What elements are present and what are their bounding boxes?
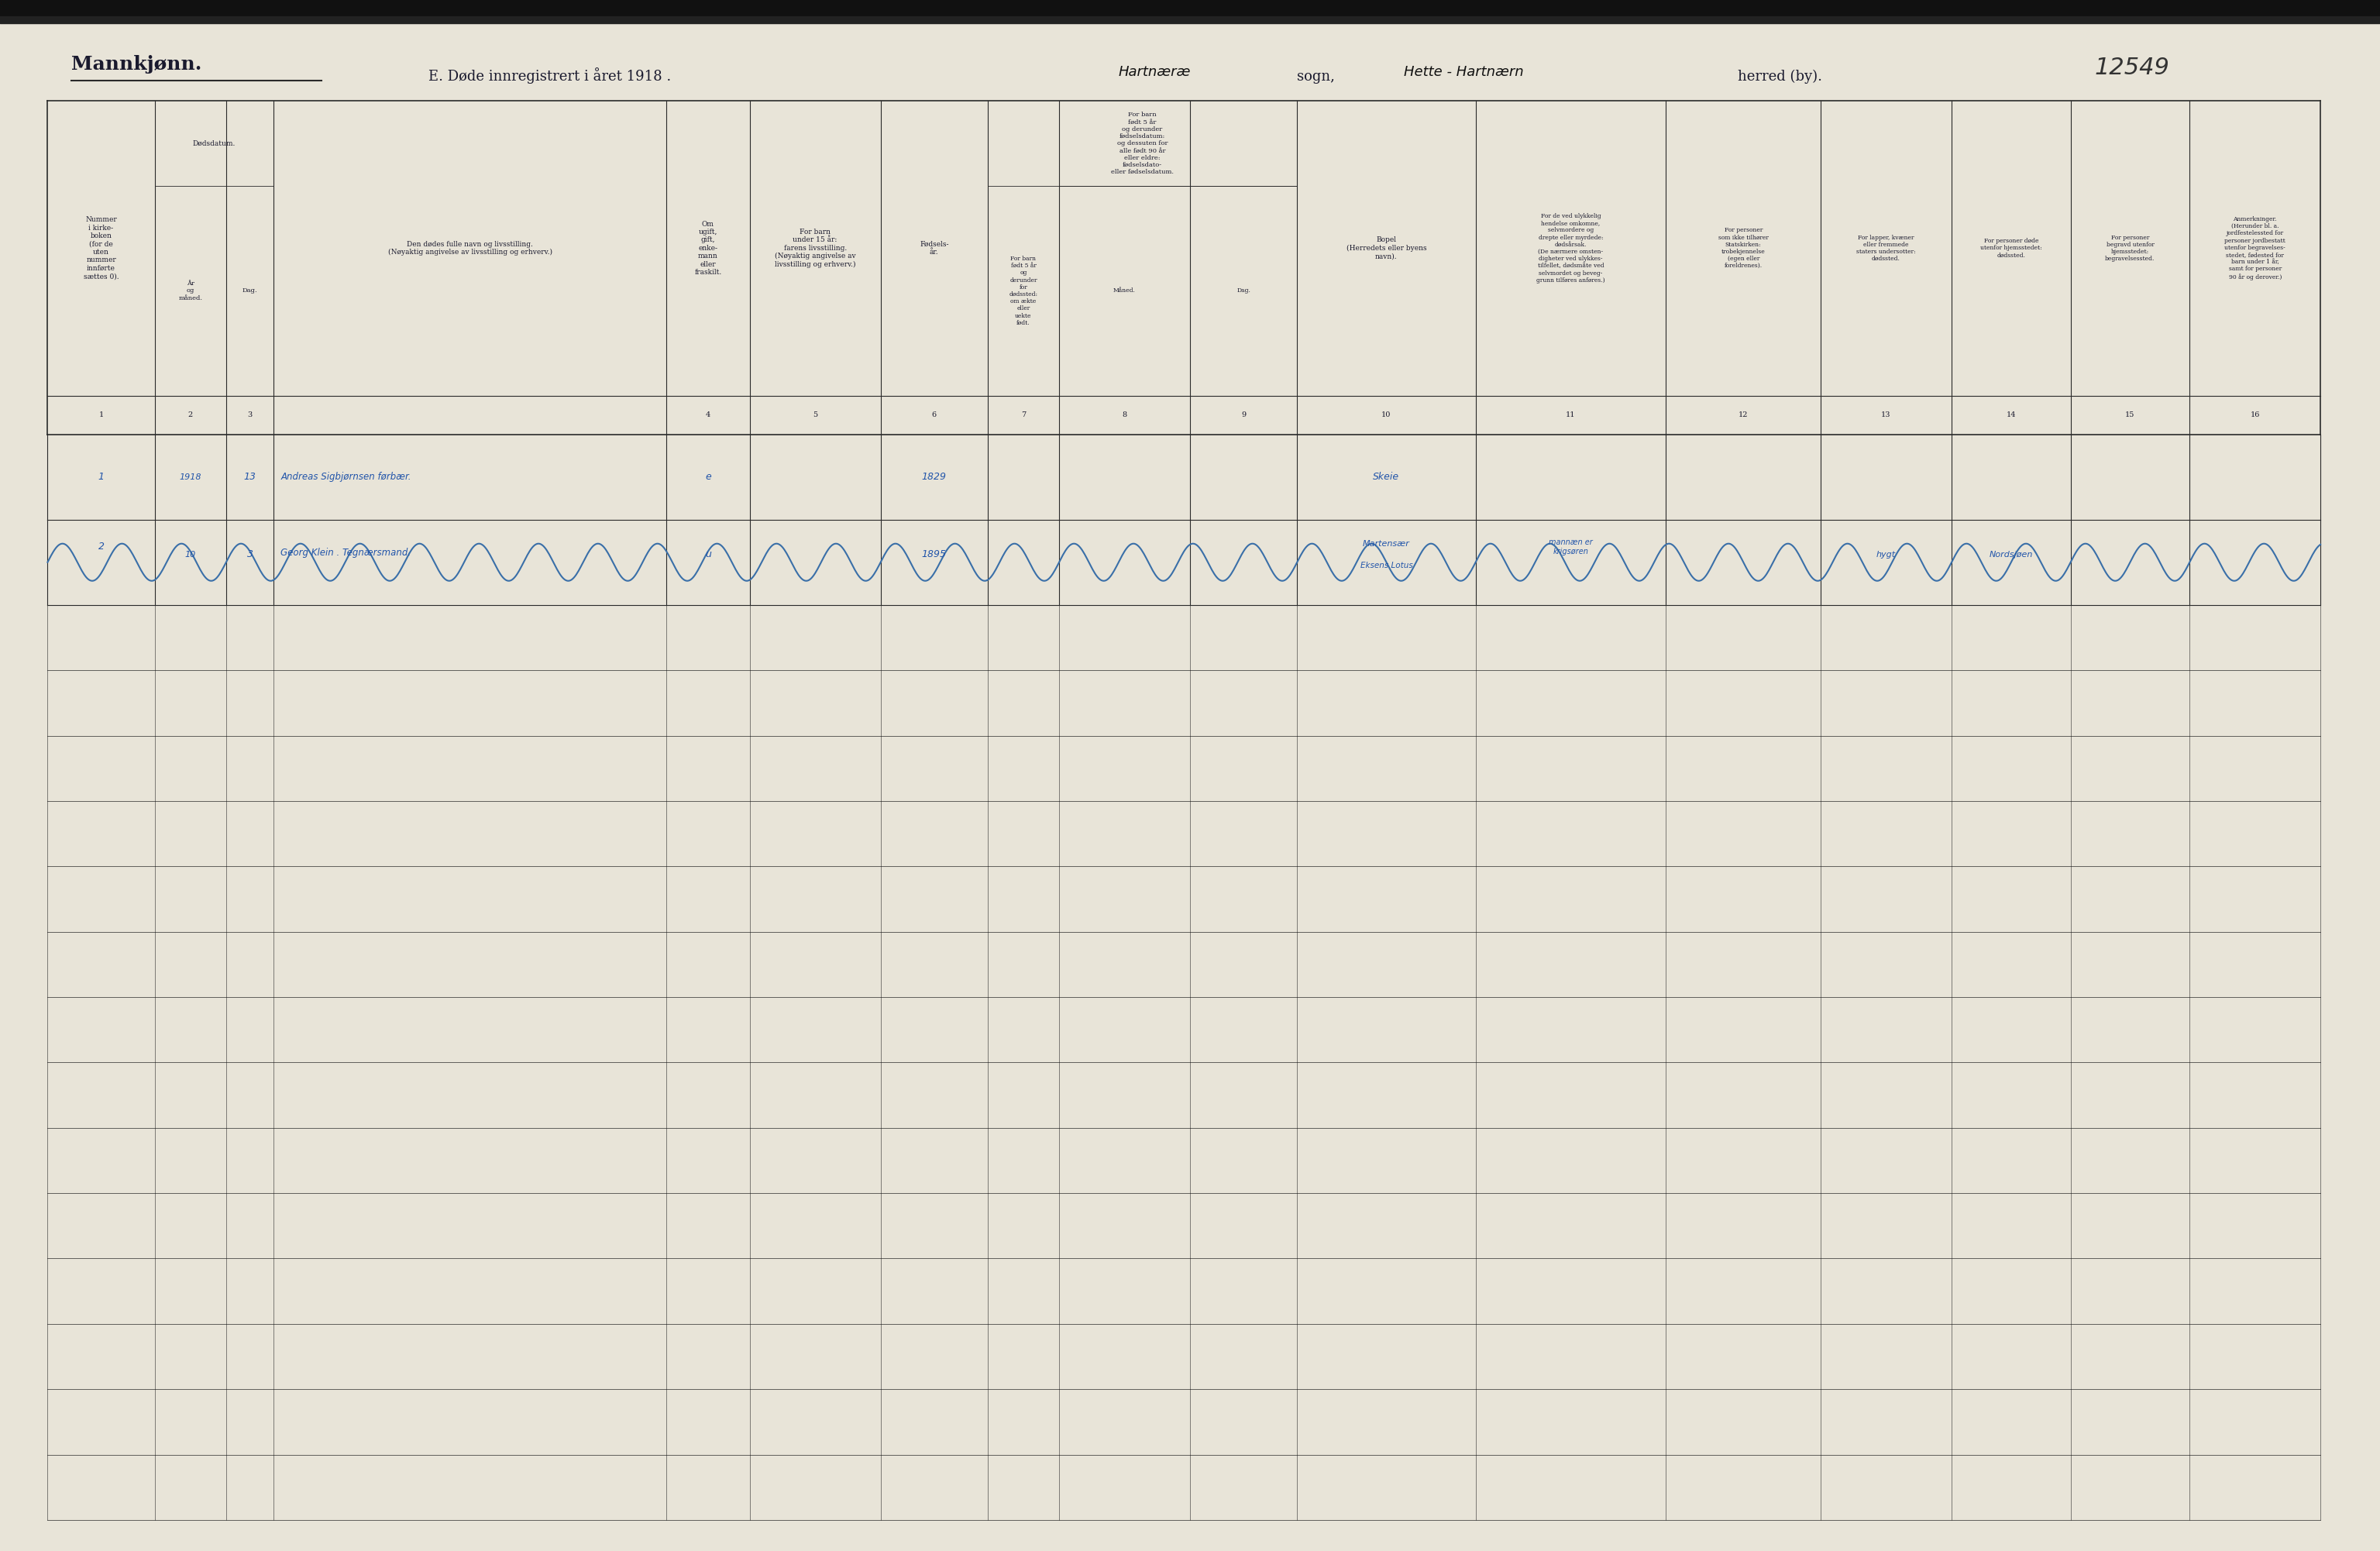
Text: Georg Klein . Tegnærsmand.: Georg Klein . Tegnærsmand.: [281, 548, 412, 558]
Text: For barn
født 5 år
og derunder
fødselsdatum:
og dessuten for
alle født 90 år
ell: For barn født 5 år og derunder fødselsda…: [1111, 112, 1173, 175]
Text: For personer
som ikke tilhører
Statskirken:
trobekjennelse
(egen eller
foreldren: For personer som ikke tilhører Statskirk…: [1718, 228, 1768, 268]
Text: Måned.: Måned.: [1114, 288, 1135, 293]
Text: Den dødes fulle navn og livsstilling.
(Nøyaktig angivelse av livsstilling og erh: Den dødes fulle navn og livsstilling. (N…: [388, 240, 552, 256]
Text: 2: 2: [98, 541, 105, 552]
Text: 10: 10: [186, 551, 195, 558]
Text: Andreas Sigbjørnsen førbær.: Andreas Sigbjørnsen førbær.: [281, 472, 412, 482]
Text: Nordsjøen: Nordsjøen: [1990, 551, 2033, 558]
Text: 12549: 12549: [2094, 57, 2171, 79]
Text: sogn,: sogn,: [1297, 70, 1335, 84]
Text: Om
ugift,
gift,
enke-
mann
eller
fraskilt.: Om ugift, gift, enke- mann eller fraskil…: [695, 220, 721, 276]
Text: Anmerkninger.
(Herunder bl. a.
jordfestelessted for
personer jordbestatt
utenfor: Anmerkninger. (Herunder bl. a. jordfeste…: [2225, 216, 2285, 281]
Text: 1: 1: [98, 472, 105, 482]
Text: 7: 7: [1021, 411, 1026, 419]
Text: Hartnæræ: Hartnæræ: [1119, 65, 1190, 79]
Text: 2: 2: [188, 411, 193, 419]
Text: 9: 9: [1242, 411, 1245, 419]
Text: 13: 13: [243, 472, 257, 482]
Text: For barn
født 5 år
og
derunder
for
dødssted:
om ækte
eller
uekte
født.: For barn født 5 år og derunder for dødss…: [1009, 256, 1038, 326]
Text: 13: 13: [1880, 411, 1892, 419]
Text: 16: 16: [2249, 411, 2261, 419]
Text: Dag.: Dag.: [1238, 288, 1250, 293]
Text: mannæn er
krigsøren: mannæn er krigsøren: [1549, 538, 1592, 555]
Text: 12: 12: [1737, 411, 1749, 419]
Text: 4: 4: [704, 411, 712, 419]
Text: For lapper, kvæner
eller fremmede
staters undersotter:
dødssted.: For lapper, kvæner eller fremmede stater…: [1856, 234, 1916, 262]
Text: 11: 11: [1566, 411, 1576, 419]
Text: 5: 5: [814, 411, 816, 419]
Text: 8: 8: [1123, 411, 1126, 419]
Text: For barn
under 15 år:
farens livsstilling.
(Nøyaktig angivelse av
livsstilling o: For barn under 15 år: farens livsstillin…: [774, 228, 857, 268]
Text: hygt: hygt: [1875, 551, 1897, 558]
Text: Nummer
i kirke-
boken
(for de
uten
nummer
innførte
sættes 0).: Nummer i kirke- boken (for de uten numme…: [83, 217, 119, 279]
Text: 3: 3: [248, 549, 252, 560]
Text: 1895: 1895: [921, 549, 947, 560]
Text: 14: 14: [2006, 411, 2016, 419]
Text: Martensær: Martensær: [1364, 540, 1409, 548]
Text: 1918: 1918: [178, 473, 202, 481]
Text: Mannkjønn.: Mannkjønn.: [71, 56, 202, 73]
Text: 10: 10: [1380, 411, 1392, 419]
Text: Hette - Hartnærn: Hette - Hartnærn: [1404, 65, 1523, 79]
Text: herred (by).: herred (by).: [1737, 70, 1821, 84]
Text: Fødsels-
år.: Fødsels- år.: [919, 240, 950, 256]
Text: 1: 1: [98, 411, 105, 419]
Text: 3: 3: [248, 411, 252, 419]
Text: Dag.: Dag.: [243, 288, 257, 293]
Text: 15: 15: [2125, 411, 2135, 419]
Text: 1829: 1829: [921, 472, 947, 482]
Text: E. Døde innregistrert i året 1918 .: E. Døde innregistrert i året 1918 .: [428, 68, 671, 84]
Text: År
og
måned.: År og måned.: [178, 281, 202, 301]
Text: For personer
begravd utenfor
hjemsstedet:
begravelsessted.: For personer begravd utenfor hjemsstedet…: [2106, 234, 2154, 262]
Text: Dødsdatum.: Dødsdatum.: [193, 140, 236, 147]
Text: Eksens Lotus: Eksens Lotus: [1359, 561, 1414, 569]
Text: Skeie: Skeie: [1373, 472, 1399, 482]
Text: u: u: [704, 549, 712, 560]
Text: e: e: [704, 472, 712, 482]
Text: 6: 6: [933, 411, 935, 419]
Text: For personer døde
utenfor hjemsstedet:
dødssted.: For personer døde utenfor hjemsstedet: d…: [1980, 237, 2042, 259]
Text: For de ved ulykkelig
hendelse omkomne,
selvmordere og
drepte eller myrdede:
døds: For de ved ulykkelig hendelse omkomne, s…: [1537, 212, 1604, 284]
Text: Bopel
(Herredets eller byens
navn).: Bopel (Herredets eller byens navn).: [1347, 237, 1426, 259]
